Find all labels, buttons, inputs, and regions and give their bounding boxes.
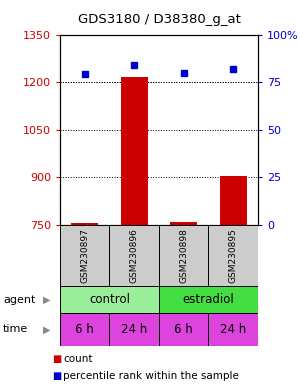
Bar bbox=[121, 77, 148, 225]
Bar bbox=[208, 225, 258, 286]
Bar bbox=[110, 225, 159, 286]
Bar bbox=[71, 223, 98, 225]
Text: count: count bbox=[63, 354, 92, 364]
Bar bbox=[159, 313, 208, 346]
Text: ■: ■ bbox=[52, 371, 62, 381]
Bar bbox=[110, 313, 159, 346]
Text: ■: ■ bbox=[52, 354, 62, 364]
Text: GSM230896: GSM230896 bbox=[130, 228, 139, 283]
Text: 6 h: 6 h bbox=[174, 323, 193, 336]
Bar bbox=[60, 286, 159, 313]
Bar bbox=[170, 222, 197, 225]
Text: estradiol: estradiol bbox=[183, 293, 234, 306]
Text: 6 h: 6 h bbox=[75, 323, 94, 336]
Bar bbox=[60, 313, 110, 346]
Text: 24 h: 24 h bbox=[220, 323, 246, 336]
Text: control: control bbox=[89, 293, 130, 306]
Text: percentile rank within the sample: percentile rank within the sample bbox=[63, 371, 239, 381]
Text: GDS3180 / D38380_g_at: GDS3180 / D38380_g_at bbox=[78, 13, 240, 26]
Text: 24 h: 24 h bbox=[121, 323, 147, 336]
Bar bbox=[60, 225, 110, 286]
Bar bbox=[159, 286, 258, 313]
Text: time: time bbox=[3, 324, 28, 334]
Bar bbox=[208, 313, 258, 346]
Text: agent: agent bbox=[3, 295, 35, 305]
Bar bbox=[159, 225, 208, 286]
Text: ▶: ▶ bbox=[43, 324, 50, 334]
Text: GSM230898: GSM230898 bbox=[179, 228, 188, 283]
Text: GSM230895: GSM230895 bbox=[229, 228, 238, 283]
Bar bbox=[220, 175, 247, 225]
Text: ▶: ▶ bbox=[43, 295, 50, 305]
Text: GSM230897: GSM230897 bbox=[80, 228, 89, 283]
